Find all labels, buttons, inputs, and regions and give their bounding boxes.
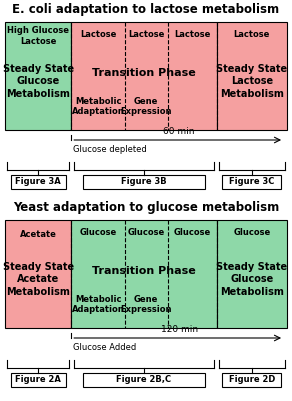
Bar (11, 175, 65, 189)
Text: Glucose: Glucose (79, 229, 117, 237)
Text: Lactose: Lactose (80, 30, 116, 39)
Text: Acetate: Acetate (20, 229, 57, 239)
Bar (216, 22, 287, 130)
Text: Figure 3C: Figure 3C (229, 178, 274, 186)
Bar (5, 220, 71, 328)
Text: Yeast adaptation to glucose metabolism: Yeast adaptation to glucose metabolism (13, 201, 279, 215)
Text: 120 min: 120 min (161, 325, 198, 334)
Text: Glucose: Glucose (174, 229, 211, 237)
Text: Figure 2D: Figure 2D (229, 375, 275, 385)
Text: Figure 3B: Figure 3B (121, 178, 167, 186)
Text: Steady State
Acetate
Metabolism: Steady State Acetate Metabolism (3, 262, 74, 297)
Text: Metabolic
Adaptation: Metabolic Adaptation (72, 295, 124, 314)
Text: Figure 3A: Figure 3A (15, 178, 61, 186)
Text: Figure 2B,C: Figure 2B,C (116, 375, 171, 385)
Text: Figure 2A: Figure 2A (15, 375, 61, 385)
Bar (5, 22, 71, 130)
Text: Glucose: Glucose (127, 229, 165, 237)
Bar (71, 22, 216, 130)
Text: 60 min: 60 min (164, 127, 195, 136)
Bar (11, 373, 65, 387)
Text: Steady State
Glucose
Metabolism: Steady State Glucose Metabolism (3, 64, 74, 99)
Text: Steady State
Lactose
Metabolism: Steady State Lactose Metabolism (216, 64, 287, 99)
Text: Steady State
Glucose
Metabolism: Steady State Glucose Metabolism (216, 262, 287, 297)
Bar (216, 220, 287, 328)
Bar (71, 220, 216, 328)
Text: Glucose Added: Glucose Added (73, 343, 137, 352)
Text: Glucose: Glucose (233, 229, 270, 237)
Text: Lactose: Lactose (234, 30, 270, 39)
Bar (83, 373, 205, 387)
Text: Gene
Expression: Gene Expression (120, 295, 172, 314)
Bar (83, 175, 205, 189)
Text: Gene
Expression: Gene Expression (120, 97, 172, 116)
Text: Transition Phase: Transition Phase (92, 266, 196, 276)
Text: Lactose: Lactose (174, 30, 211, 39)
Text: High Glucose
Lactose: High Glucose Lactose (7, 26, 69, 46)
Bar (223, 175, 281, 189)
Text: Metabolic
Adaptation: Metabolic Adaptation (72, 97, 124, 116)
Text: Transition Phase: Transition Phase (92, 68, 196, 78)
Bar (223, 373, 281, 387)
Text: Glucose depleted: Glucose depleted (73, 145, 147, 154)
Text: Lactose: Lactose (128, 30, 164, 39)
Text: E. coli adaptation to lactose metabolism: E. coli adaptation to lactose metabolism (13, 4, 279, 16)
